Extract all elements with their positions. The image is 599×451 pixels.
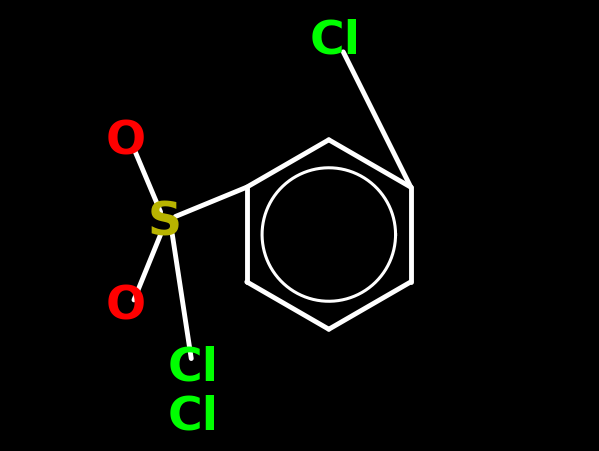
Text: Cl: Cl <box>310 18 361 63</box>
Text: O: O <box>106 120 146 165</box>
Text: O: O <box>106 284 146 329</box>
Text: Cl: Cl <box>168 345 219 390</box>
Text: S: S <box>147 201 181 246</box>
Text: Cl: Cl <box>168 395 219 440</box>
